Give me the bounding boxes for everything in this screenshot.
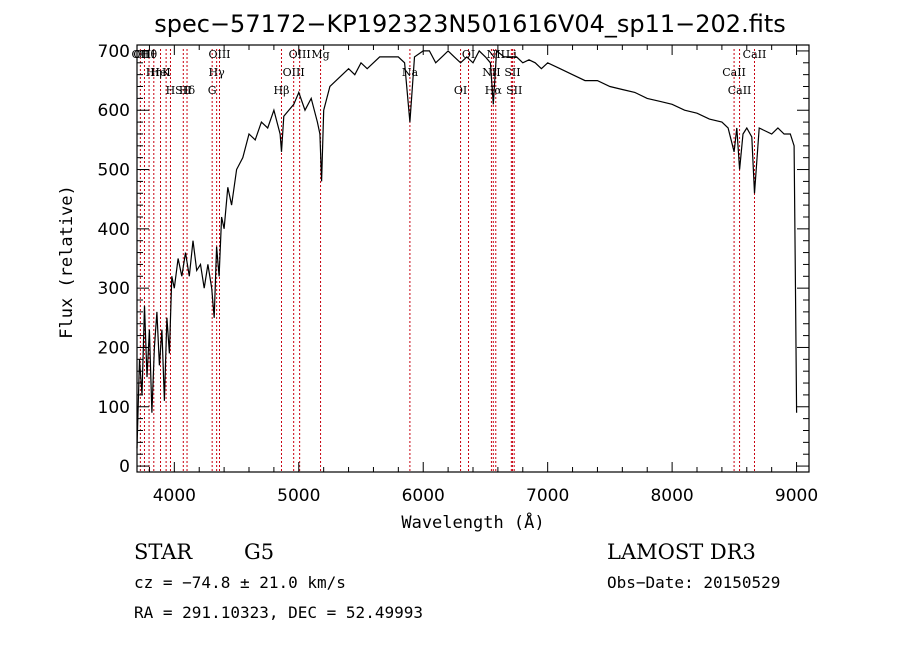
marker-label: OIII bbox=[208, 48, 230, 61]
survey-name: LAMOST DR3 bbox=[607, 540, 756, 564]
marker-label: G bbox=[208, 84, 217, 97]
x-axis-label: Wavelength (Å) bbox=[401, 511, 544, 533]
x-tick-label: 5000 bbox=[277, 486, 320, 506]
marker-label: HeI bbox=[150, 66, 170, 79]
emission-line-labels: HθKHδOIIHeISIIOIIIHηHOIIIHγGOIIIOIIIHβMg… bbox=[132, 48, 767, 97]
marker-label: NII bbox=[487, 48, 505, 61]
marker-label: SII bbox=[175, 84, 191, 97]
x-tick-label: 8000 bbox=[650, 486, 693, 506]
marker-label: SII bbox=[506, 84, 522, 97]
marker-label: CaII bbox=[728, 84, 752, 97]
x-tick-label: 6000 bbox=[402, 486, 445, 506]
y-tick-label: 200 bbox=[98, 338, 130, 358]
y-tick-label: 700 bbox=[98, 42, 130, 62]
marker-label: CaII bbox=[743, 48, 767, 61]
marker-label: Hγ bbox=[209, 66, 226, 79]
object-class: STAR bbox=[134, 540, 193, 564]
y-axis-ticks: 0 100 200 300 400 500 600 700 bbox=[98, 42, 809, 477]
marker-label: Mg bbox=[311, 48, 329, 61]
marker-label: OIII bbox=[283, 66, 305, 79]
marker-label: Li bbox=[506, 48, 517, 61]
marker-label: Hδ bbox=[179, 84, 196, 97]
plot-frame bbox=[136, 44, 810, 473]
marker-label: Hβ bbox=[274, 84, 290, 97]
observation-date: Obs−Date: 20150529 bbox=[607, 573, 780, 592]
spectrum-series-line bbox=[136, 49, 798, 449]
x-tick-label: 7000 bbox=[526, 486, 569, 506]
marker-label: H bbox=[166, 84, 176, 97]
marker-label: OI bbox=[454, 84, 467, 97]
y-tick-label: 400 bbox=[98, 220, 130, 240]
x-axis-ticks: 4000 5000 6000 7000 8000 9000 bbox=[148, 45, 818, 506]
ra-dec-coordinates: RA = 291.10323, DEC = 52.49993 bbox=[134, 603, 423, 622]
object-subclass: G5 bbox=[244, 540, 274, 564]
y-tick-label: 0 bbox=[119, 457, 130, 477]
emission-line-markers bbox=[139, 49, 755, 472]
chart-title: spec−57172−KP192323N501616V04_sp11−202.f… bbox=[154, 10, 785, 38]
marker-label: K bbox=[162, 66, 171, 79]
y-tick-label: 600 bbox=[98, 101, 130, 121]
y-tick-label: 300 bbox=[98, 279, 130, 299]
marker-label: SII bbox=[504, 66, 520, 79]
marker-label: Na bbox=[402, 66, 419, 79]
x-tick-label: 4000 bbox=[153, 486, 196, 506]
marker-label: OIII bbox=[289, 48, 311, 61]
redshift-cz: cz = −74.8 ± 21.0 km/s bbox=[134, 573, 346, 592]
x-tick-label: 9000 bbox=[775, 486, 818, 506]
marker-label: CaII bbox=[722, 66, 746, 79]
marker-label: Hη bbox=[146, 66, 162, 79]
y-tick-label: 100 bbox=[98, 398, 130, 418]
y-tick-label: 500 bbox=[98, 161, 130, 181]
y-axis-label: Flux (relative) bbox=[57, 185, 77, 339]
